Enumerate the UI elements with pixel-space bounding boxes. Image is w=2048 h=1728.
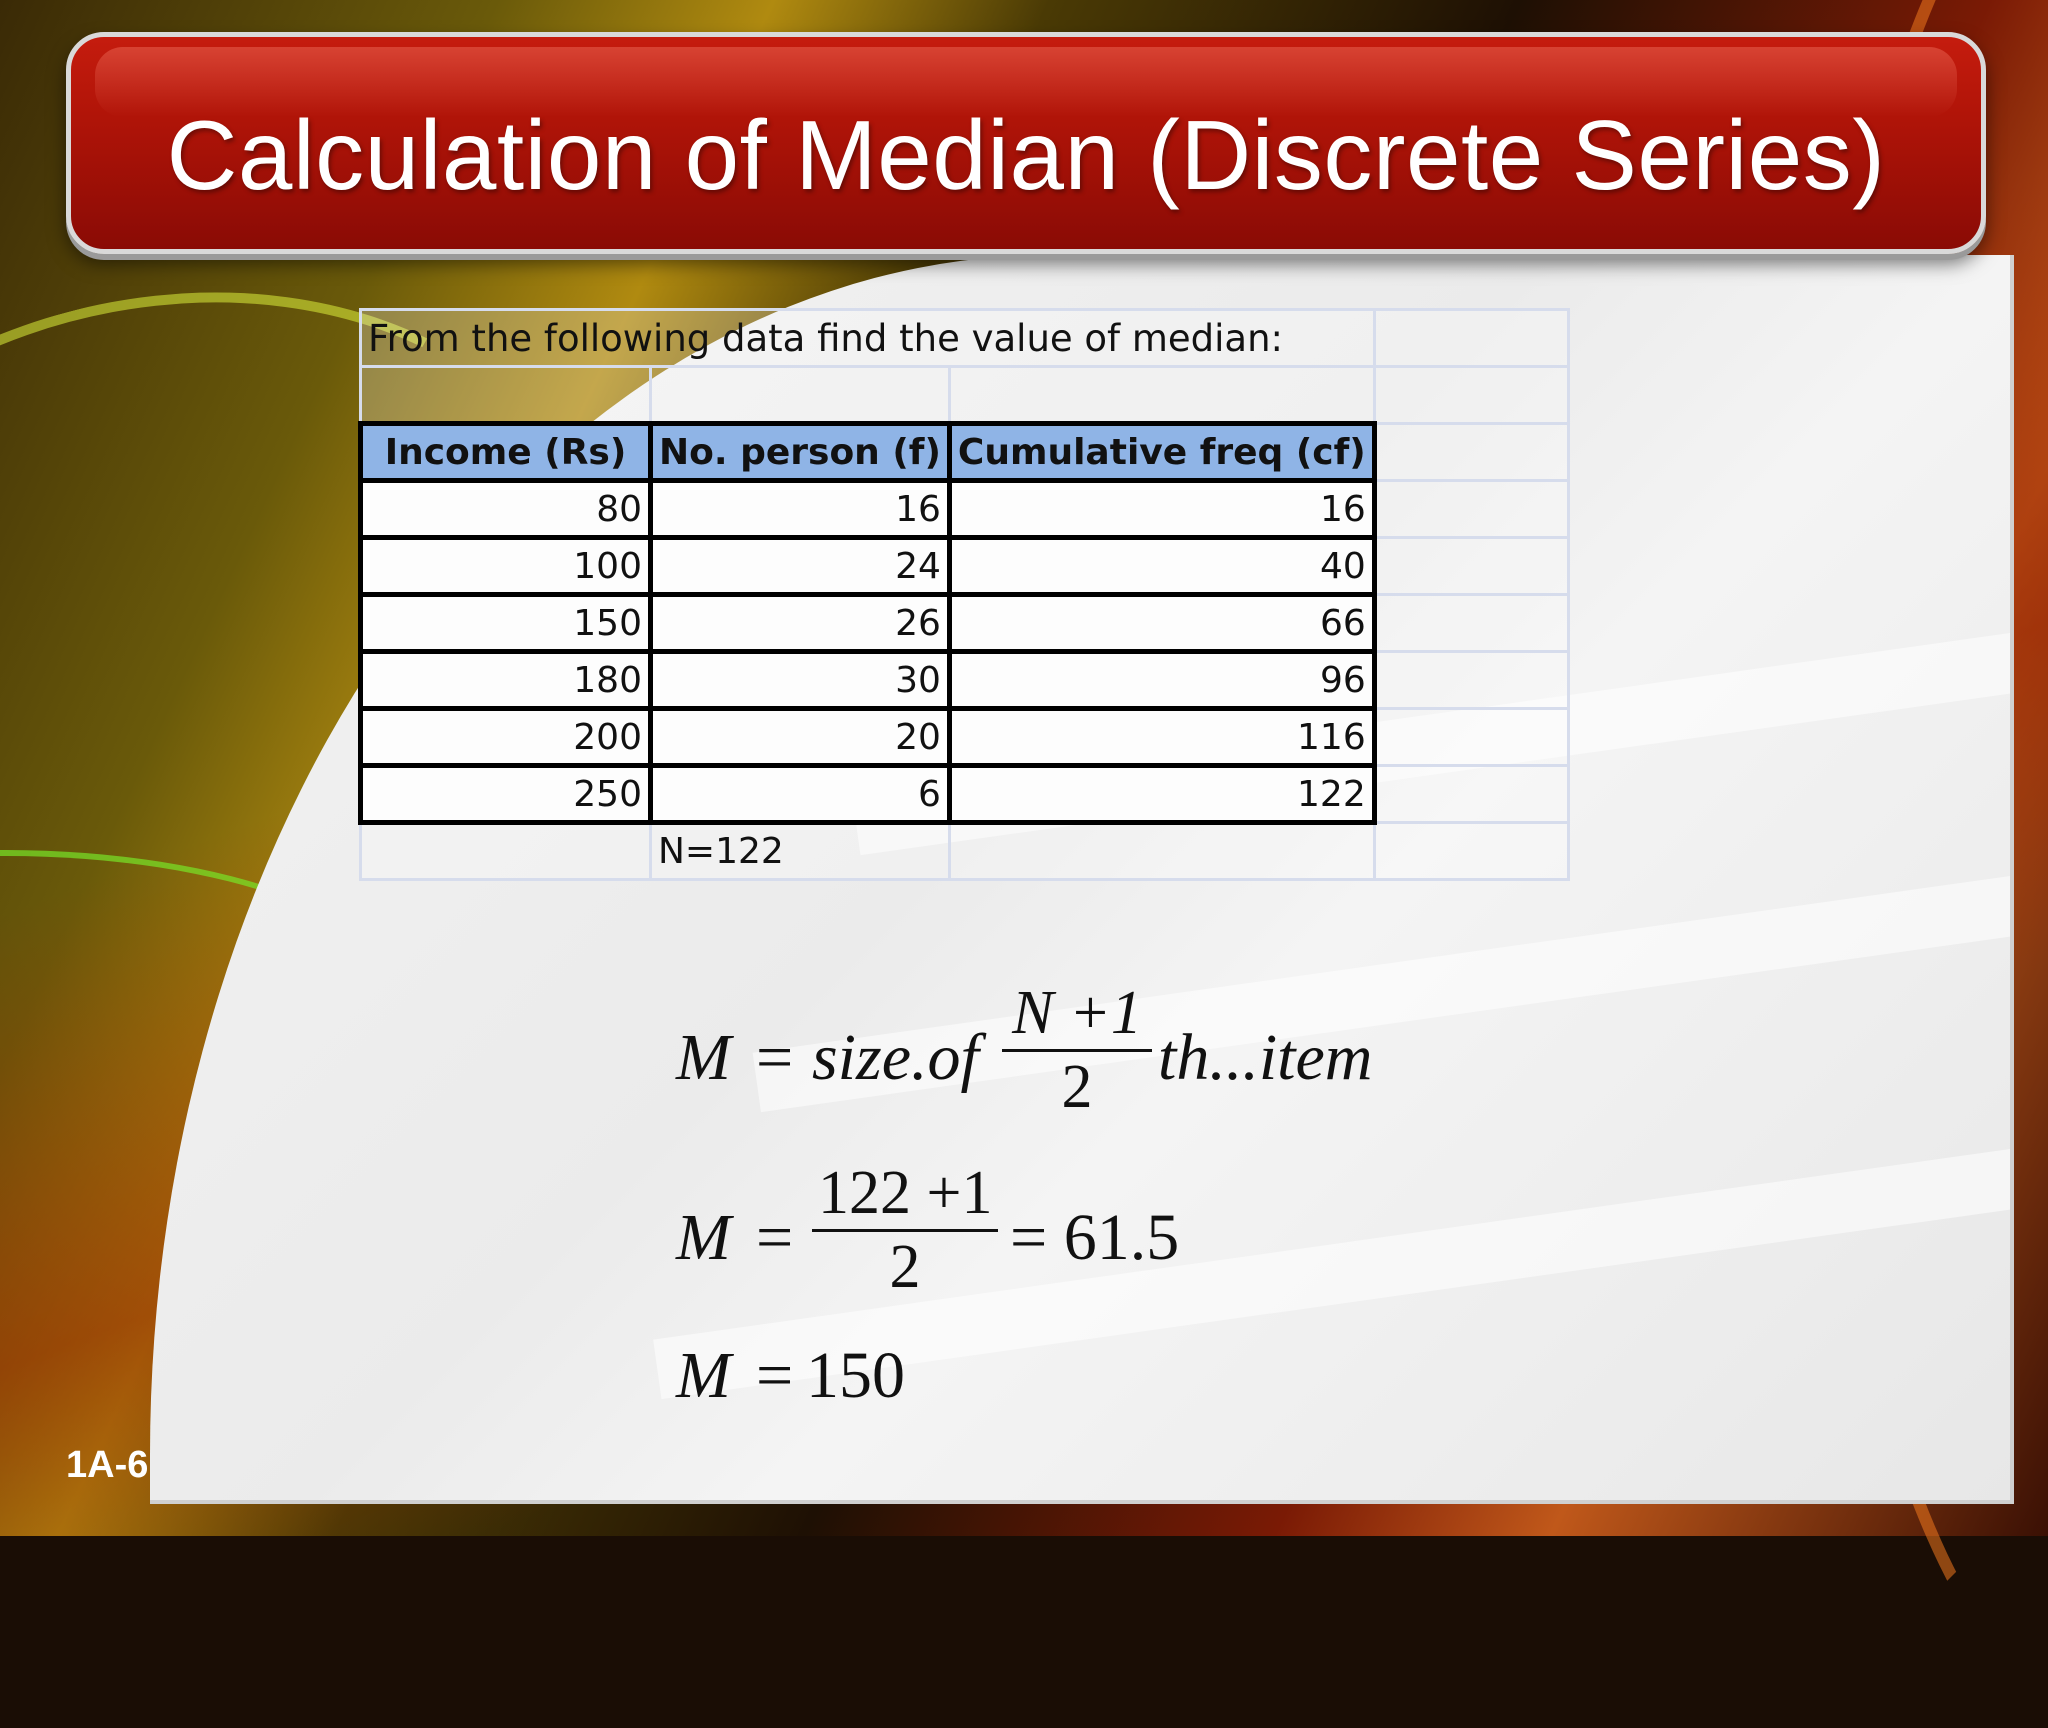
- persons-cell: 30: [648, 649, 952, 711]
- cf-cell: 16: [946, 478, 1377, 540]
- persons-cell: 16: [648, 478, 952, 540]
- table-row: 150 26 66: [358, 592, 1570, 654]
- formula-equals: =: [756, 1339, 794, 1412]
- empty-cell: [1372, 479, 1570, 539]
- empty-cell: [1372, 707, 1570, 767]
- fraction-bar: [812, 1229, 998, 1232]
- formula-equals: =: [756, 1021, 794, 1094]
- formula-result: = 61.5: [1010, 1201, 1180, 1274]
- table-row: 180 30 96: [358, 649, 1570, 711]
- fraction-n-plus-1-over-2: N +1 2: [1002, 978, 1152, 1123]
- persons-cell: 6: [648, 763, 952, 825]
- empty-cell: [1372, 821, 1570, 881]
- title-banner: Calculation of Median (Discrete Series): [66, 32, 1986, 254]
- slide-title: Calculation of Median (Discrete Series): [166, 100, 1886, 210]
- table-row: 250 6 122: [358, 763, 1570, 825]
- fraction-numerator: 122 +1: [818, 1159, 993, 1227]
- empty-cell: [947, 365, 1376, 425]
- fraction-numerator: N +1: [1012, 979, 1142, 1047]
- income-cell: 80: [358, 478, 653, 540]
- table-row: 100 24 40: [358, 535, 1570, 597]
- fraction-bar: [1002, 1049, 1152, 1052]
- empty-cell: [1372, 650, 1570, 710]
- income-cell: 180: [358, 649, 653, 711]
- fraction-122-plus-1-over-2: 122 +1 2: [812, 1158, 998, 1303]
- fraction-denominator: 2: [1061, 1053, 1093, 1121]
- persons-cell: 20: [648, 706, 952, 768]
- empty-cell: [1372, 365, 1570, 425]
- persons-cell: 24: [648, 535, 952, 597]
- empty-cell: [1372, 764, 1570, 824]
- header-persons: No. person (f): [648, 421, 952, 483]
- empty-cell: [359, 365, 652, 425]
- frequency-table: From the following data find the value o…: [358, 308, 1570, 881]
- cf-cell: 122: [946, 763, 1377, 825]
- empty-cell: [649, 365, 951, 425]
- cf-cell: 116: [946, 706, 1377, 768]
- cf-cell: 40: [946, 535, 1377, 597]
- empty-cell: [1372, 593, 1570, 653]
- formula-suffix: th...item: [1158, 1021, 1373, 1094]
- slide-number: 1A-6: [66, 1444, 149, 1486]
- formula-lhs: M: [676, 1021, 731, 1094]
- formula-lhs: M: [676, 1339, 731, 1412]
- formula-text: size.of: [812, 1021, 979, 1094]
- formula-equals: =: [756, 1201, 794, 1274]
- empty-cell: [1372, 422, 1570, 482]
- income-cell: 150: [358, 592, 653, 654]
- header-income: Income (Rs): [358, 421, 653, 483]
- income-cell: 100: [358, 535, 653, 597]
- table-intro: From the following data find the value o…: [359, 308, 1376, 368]
- empty-cell: [1372, 536, 1570, 596]
- formula-lhs: M: [676, 1201, 731, 1274]
- empty-cell: [1372, 308, 1570, 368]
- header-cumulative: Cumulative freq (cf): [946, 421, 1377, 483]
- fraction-denominator: 2: [889, 1233, 921, 1301]
- income-cell: 250: [358, 763, 653, 825]
- table-row: 200 20 116: [358, 706, 1570, 768]
- empty-cell: [947, 821, 1376, 881]
- persons-cell: 26: [648, 592, 952, 654]
- empty-cell: [359, 821, 652, 881]
- income-cell: 200: [358, 706, 653, 768]
- cf-cell: 66: [946, 592, 1377, 654]
- cf-cell: 96: [946, 649, 1377, 711]
- total-n: N=122: [649, 821, 951, 881]
- median-value: 150: [806, 1339, 905, 1412]
- table-row: 80 16 16: [358, 478, 1570, 540]
